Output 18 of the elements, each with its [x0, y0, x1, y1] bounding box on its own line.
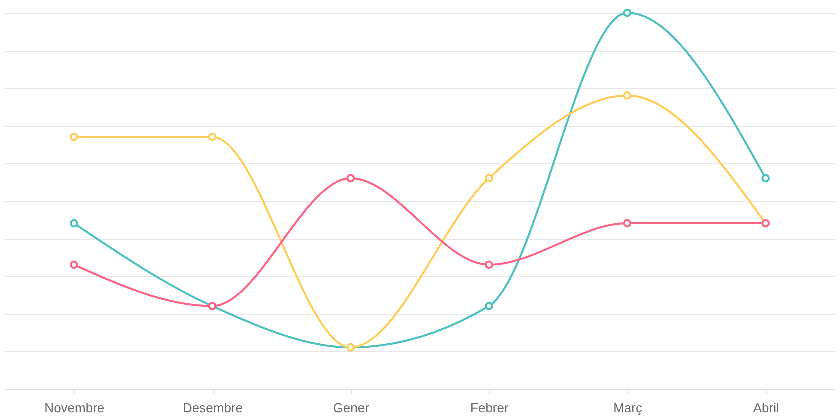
point — [623, 219, 632, 228]
point — [70, 260, 78, 270]
point — [623, 8, 632, 18]
point — [70, 219, 78, 228]
point — [485, 174, 494, 183]
x-tick-label: Desembre — [183, 400, 243, 416]
x-tick-label: Març — [614, 400, 643, 416]
x-tick-label: Novembre — [44, 400, 105, 416]
x-tick-label: Gener — [333, 400, 370, 416]
point — [485, 302, 494, 310]
point — [485, 260, 494, 270]
point — [346, 174, 355, 183]
point — [762, 174, 770, 183]
x-tick-label: Abril — [753, 400, 780, 416]
point — [208, 132, 217, 142]
x-tick-label: Febrer — [470, 400, 510, 416]
point — [70, 132, 78, 142]
point — [623, 92, 632, 100]
